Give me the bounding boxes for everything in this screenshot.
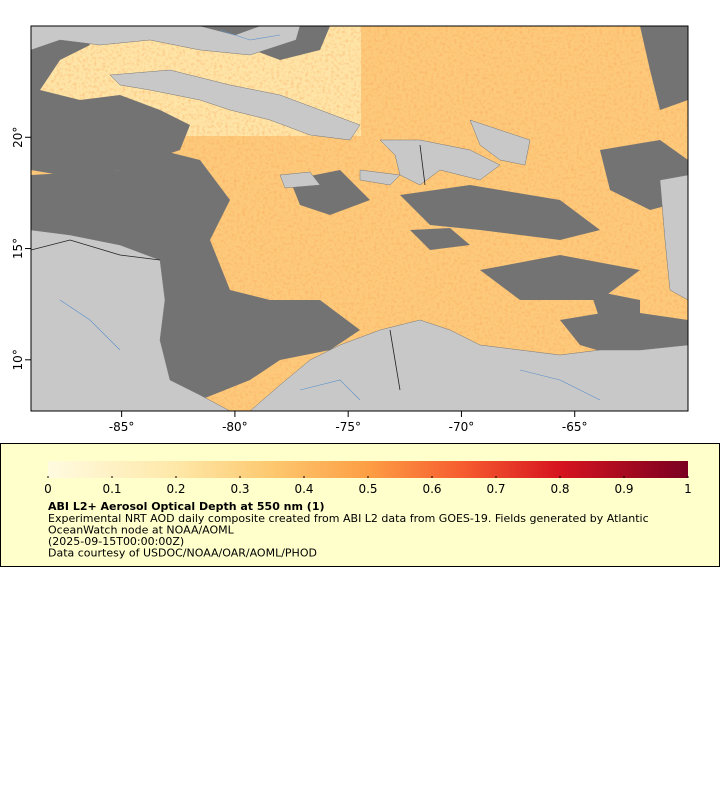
- colorbar-tick-label: 0.8: [550, 482, 569, 496]
- colorbar-tick-label: 0: [44, 482, 52, 496]
- legend-line: Data courtesy of USDOC/NOAA/OAR/AOML/PHO…: [48, 547, 317, 560]
- colorbar-tick-label: 0.3: [230, 482, 249, 496]
- x-tick-label: -70°: [449, 420, 475, 434]
- legend-line: Experimental NRT AOD daily composite cre…: [48, 512, 649, 525]
- x-tick-label: -85°: [109, 420, 135, 434]
- colorbar-tick-label: 0.7: [486, 482, 505, 496]
- legend-line: (2025-09-15T00:00:00Z): [48, 535, 184, 548]
- colorbar-tick-label: 0.4: [294, 482, 313, 496]
- legend-title: ABI L2+ Aerosol Optical Depth at 550 nm …: [48, 500, 325, 513]
- map-frame: [30, 25, 689, 412]
- y-tick-label: 10°: [11, 349, 25, 370]
- colorbar-tick-label: 0.2: [166, 482, 185, 496]
- colorbar-tick-label: 0.1: [102, 482, 121, 496]
- y-tick-label: 20°: [11, 127, 25, 148]
- colorbar: [48, 461, 688, 478]
- colorbar-tick-label: 0.9: [614, 482, 633, 496]
- legend-lines: Experimental NRT AOD daily composite cre…: [48, 512, 649, 560]
- map-raster: [31, 26, 688, 411]
- colorbar-tick-label: 1: [684, 482, 692, 496]
- x-tick-label: -80°: [222, 420, 248, 434]
- y-tick-label: 15°: [11, 238, 25, 259]
- x-tick-label: -65°: [562, 420, 588, 434]
- colorbar-tick-label: 0.5: [358, 482, 377, 496]
- colorbar-tick-label: 0.6: [422, 482, 441, 496]
- legend-line: OceanWatch node at NOAA/AOML: [48, 524, 235, 537]
- x-tick-label: -75°: [335, 420, 361, 434]
- axes: -85° -80° -75° -70° -65° 10° 15° 20°: [11, 127, 588, 434]
